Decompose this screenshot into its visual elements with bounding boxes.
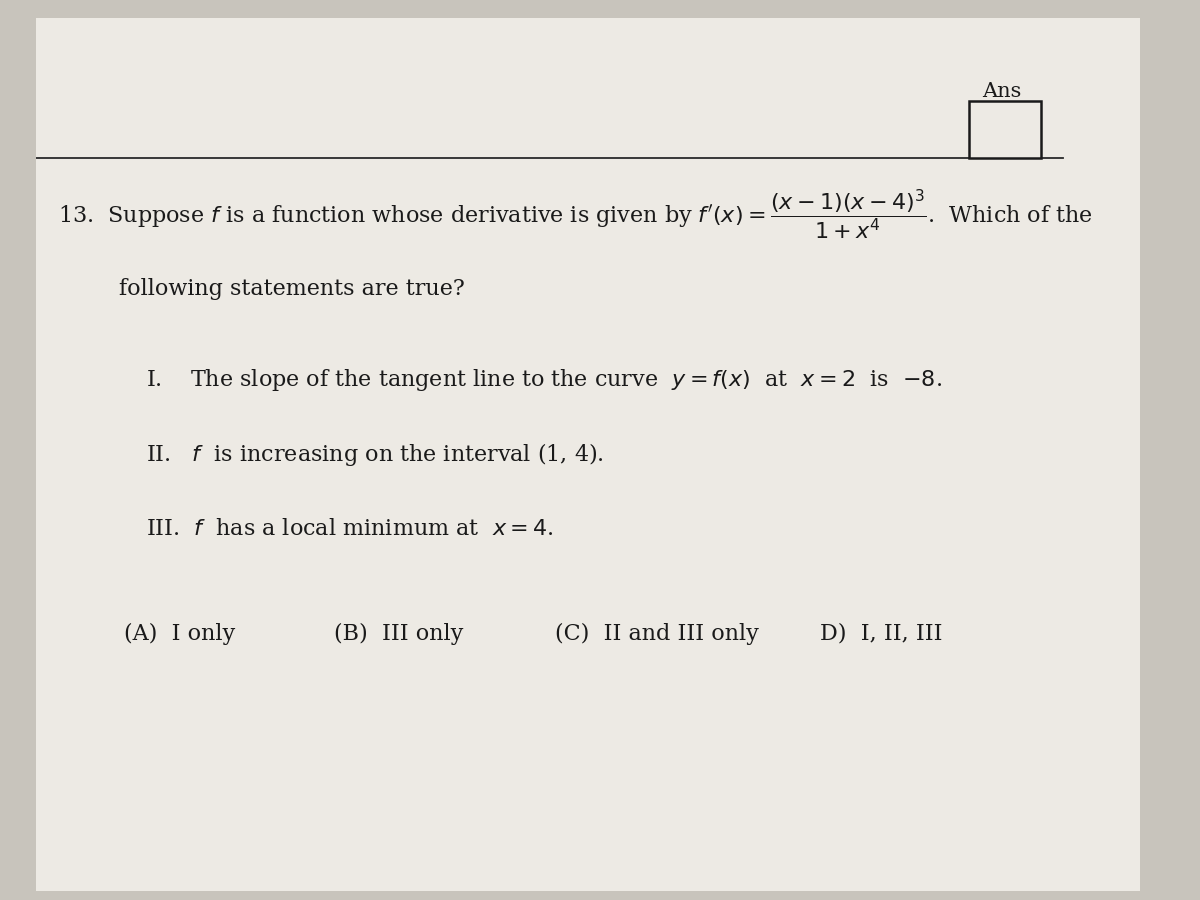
Text: D)  I, II, III: D) I, II, III — [820, 623, 942, 644]
Text: (A)  I only: (A) I only — [125, 623, 235, 644]
Text: (C)  II and III only: (C) II and III only — [554, 623, 758, 644]
Text: (B)  III only: (B) III only — [334, 623, 463, 644]
Text: 13.  Suppose $f$ is a function whose derivative is given by $f'(x) = \dfrac{(x-1: 13. Suppose $f$ is a function whose deri… — [58, 187, 1093, 242]
Bar — [968, 101, 1040, 158]
Text: following statements are true?: following statements are true? — [119, 277, 464, 300]
Text: Ans: Ans — [983, 82, 1021, 101]
Text: I.    The slope of the tangent line to the curve  $y = f(x)$  at  $x = 2$  is  $: I. The slope of the tangent line to the … — [146, 367, 942, 393]
Text: III.  $f$  has a local minimum at  $x = 4$.: III. $f$ has a local minimum at $x = 4$. — [146, 518, 554, 540]
Text: II.   $f$  is increasing on the interval (1, 4).: II. $f$ is increasing on the interval (1… — [146, 441, 605, 468]
